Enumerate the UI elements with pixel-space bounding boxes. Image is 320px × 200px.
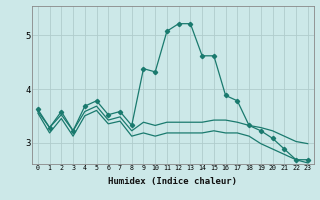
X-axis label: Humidex (Indice chaleur): Humidex (Indice chaleur)	[108, 177, 237, 186]
